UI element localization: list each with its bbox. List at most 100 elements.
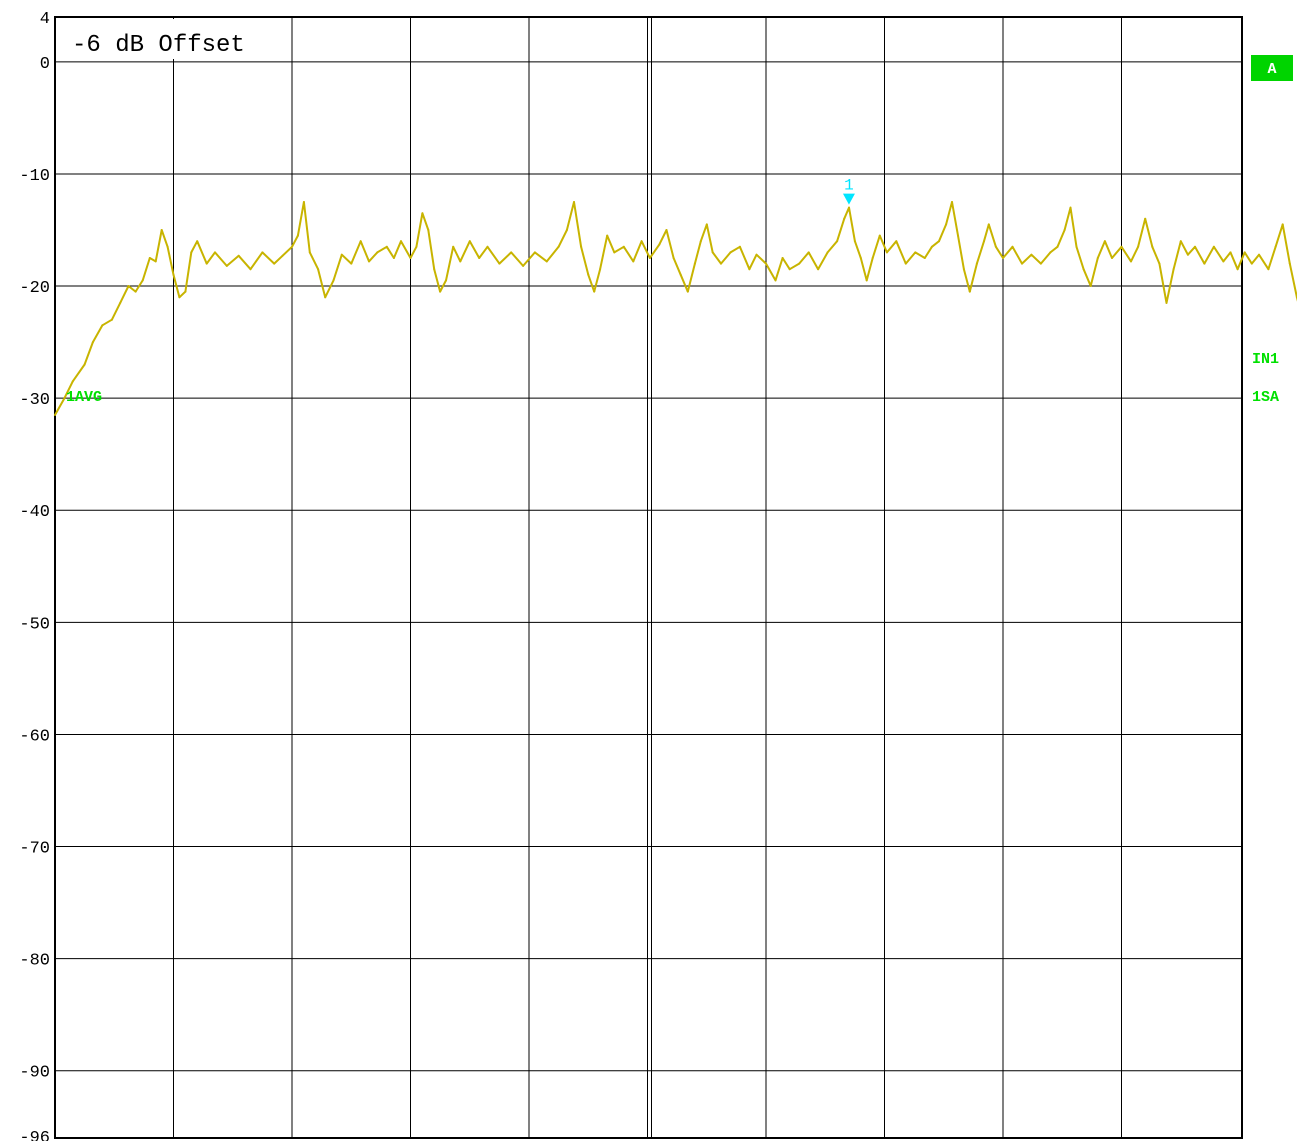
trace-point	[711, 251, 714, 254]
trace-point	[1229, 251, 1232, 254]
trace-point	[127, 285, 130, 287]
y-tick-label: -20	[19, 279, 50, 298]
trace-point	[160, 229, 163, 231]
trace-point	[693, 262, 696, 265]
trace-point	[1258, 253, 1260, 256]
trace-point	[261, 251, 264, 254]
trace-point	[557, 245, 560, 248]
trace-point	[1039, 262, 1042, 265]
trace-point	[1063, 229, 1066, 231]
trace-point	[987, 223, 990, 226]
y-tick-label: -50	[19, 615, 50, 634]
marker-number: 1	[844, 177, 854, 195]
trace-point	[1049, 251, 1052, 254]
y-tick-label: -60	[19, 727, 50, 746]
trace-point	[720, 262, 722, 265]
trace-point	[788, 268, 791, 271]
trace-point	[281, 254, 284, 257]
trace-point	[859, 257, 862, 259]
trace-point	[119, 301, 122, 304]
trace-point	[923, 257, 926, 259]
trace-point	[904, 262, 907, 265]
trace-point	[994, 245, 997, 248]
trace-point	[368, 260, 370, 263]
plot-frame	[54, 16, 1243, 1139]
trace-point	[324, 296, 327, 299]
trace-point	[1096, 257, 1099, 259]
trace-point	[968, 290, 971, 293]
trace-point	[1075, 245, 1078, 248]
marker-1[interactable]: 1	[842, 177, 855, 205]
trace-point	[196, 240, 199, 243]
trace-point	[225, 264, 228, 267]
trace-point	[1236, 268, 1239, 271]
trace-point	[738, 245, 741, 248]
trace-point	[930, 245, 933, 248]
trace-point	[885, 251, 888, 254]
trace-point	[781, 257, 784, 259]
trace-point	[510, 251, 513, 254]
trace-point	[1243, 251, 1246, 254]
trace-point	[291, 245, 293, 248]
trace-point	[848, 206, 850, 209]
y-axis-ticks: 4 0 -10 -20 -30 -40 -50 -60 -70 -80 -90 -96	[19, 10, 50, 1141]
trace-point	[945, 223, 948, 226]
trace-point	[1011, 245, 1014, 248]
trace-point	[91, 341, 94, 344]
trace-point	[1144, 217, 1147, 220]
y-tick-label: -70	[19, 840, 50, 859]
trace-point	[658, 243, 661, 246]
trace-point	[54, 414, 56, 416]
trace-point	[1111, 257, 1113, 259]
trace-point	[172, 273, 175, 276]
trace-point	[190, 251, 193, 254]
y-tick-label: 0	[40, 55, 50, 74]
trace-point	[214, 251, 216, 254]
trace-layer	[54, 201, 1297, 416]
trace-point	[1103, 240, 1106, 243]
trace-point	[1151, 245, 1154, 248]
trace-point	[853, 240, 856, 243]
trace-point	[573, 201, 575, 203]
trace-label: 1AVG	[66, 389, 102, 406]
trace-point	[1274, 245, 1277, 248]
trace-point	[459, 260, 462, 263]
trace-point	[385, 245, 388, 248]
trace-point	[433, 268, 436, 271]
offset-label: -6 dB Offset	[72, 32, 245, 59]
trace-point	[134, 290, 137, 293]
trace-point	[648, 257, 651, 259]
trace-point	[865, 279, 868, 282]
trace-point	[1194, 245, 1196, 248]
trace-point	[296, 234, 299, 237]
y-tick-label: -30	[19, 391, 50, 410]
input-label: IN1	[1252, 351, 1279, 368]
trace-point	[359, 240, 362, 243]
trace-point	[938, 240, 940, 243]
trace-point	[606, 234, 609, 237]
trace-point	[1002, 257, 1004, 259]
trace-point	[686, 290, 689, 293]
trace-point	[340, 253, 343, 256]
trace-point	[843, 217, 846, 220]
trace-point	[962, 268, 965, 271]
trace-point	[332, 279, 335, 282]
trace-point	[302, 201, 305, 203]
trace-point	[178, 296, 181, 299]
trace-point	[166, 245, 169, 248]
trace-point	[1137, 245, 1140, 248]
trace-point	[1212, 245, 1215, 248]
trace-point	[154, 260, 157, 263]
trace-point	[1288, 262, 1291, 265]
trace-point	[665, 229, 668, 231]
trace-point	[632, 260, 635, 263]
trace-point	[400, 240, 402, 243]
plot-grid	[55, 17, 1242, 1138]
trace-point	[249, 268, 252, 271]
trace-point	[1082, 268, 1085, 271]
trace-point	[817, 268, 820, 271]
trace-point	[148, 257, 151, 259]
trace-point	[427, 229, 430, 231]
